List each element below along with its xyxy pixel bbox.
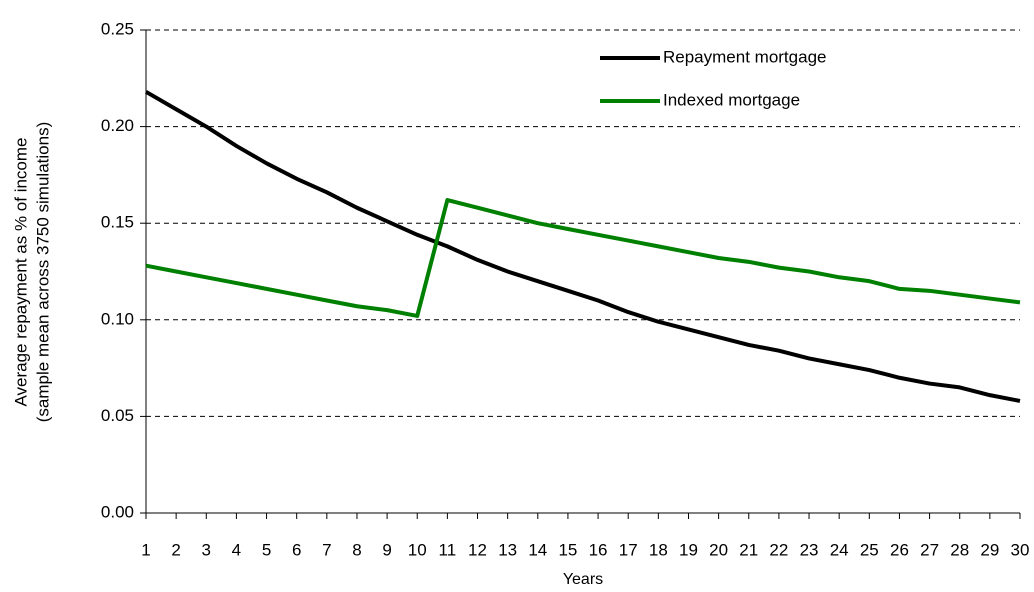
x-tick-label: 8 <box>352 540 361 559</box>
x-tick-label: 24 <box>830 540 849 559</box>
x-tick-label: 21 <box>739 540 758 559</box>
x-tick-label: 7 <box>322 540 331 559</box>
x-tick-label: 5 <box>262 540 271 559</box>
x-tick-label: 1 <box>141 540 150 559</box>
x-tick-label: 26 <box>890 540 909 559</box>
x-tick-label: 10 <box>408 540 427 559</box>
x-tick-label: 14 <box>528 540 547 559</box>
y-axis-label: (sample mean across 3750 simulations) <box>33 122 52 422</box>
series-line <box>145 198 1021 318</box>
x-tick-label: 30 <box>1011 540 1030 559</box>
y-axis-label: Average repayment as % of income <box>11 138 30 407</box>
x-tick-label: 16 <box>589 540 608 559</box>
legend-label: Indexed mortgage <box>663 90 800 109</box>
x-tick-label: 11 <box>439 540 457 559</box>
x-tick-label: 15 <box>558 540 577 559</box>
x-tick-label: 23 <box>800 540 819 559</box>
x-tick-label: 2 <box>171 540 180 559</box>
x-tick-label: 9 <box>382 540 391 559</box>
y-tick-label: 0.25 <box>101 19 134 38</box>
x-tick-label: 20 <box>709 540 728 559</box>
x-axis-label: Years <box>563 571 603 588</box>
x-tick-label: 4 <box>232 540 241 559</box>
y-tick-label: 0.15 <box>101 213 134 232</box>
y-tick-label: 0.10 <box>101 309 134 328</box>
x-tick-label: 29 <box>980 540 999 559</box>
y-tick-label: 0.05 <box>101 406 134 425</box>
x-tick-label: 22 <box>769 540 788 559</box>
y-tick-label: 0.20 <box>101 116 134 135</box>
x-tick-label: 17 <box>619 540 638 559</box>
x-tick-label: 18 <box>649 540 668 559</box>
x-tick-label: 19 <box>679 540 698 559</box>
x-tick-label: 6 <box>292 540 301 559</box>
x-tick-label: 12 <box>468 540 487 559</box>
legend-label: Repayment mortgage <box>663 47 826 66</box>
x-tick-label: 3 <box>202 540 211 559</box>
y-tick-label: 0.00 <box>101 502 134 521</box>
x-tick-label: 13 <box>498 540 517 559</box>
x-tick-label: 27 <box>920 540 939 559</box>
x-tick-label: 28 <box>950 540 969 559</box>
series-line <box>145 90 1021 403</box>
x-tick-label: 25 <box>860 540 879 559</box>
